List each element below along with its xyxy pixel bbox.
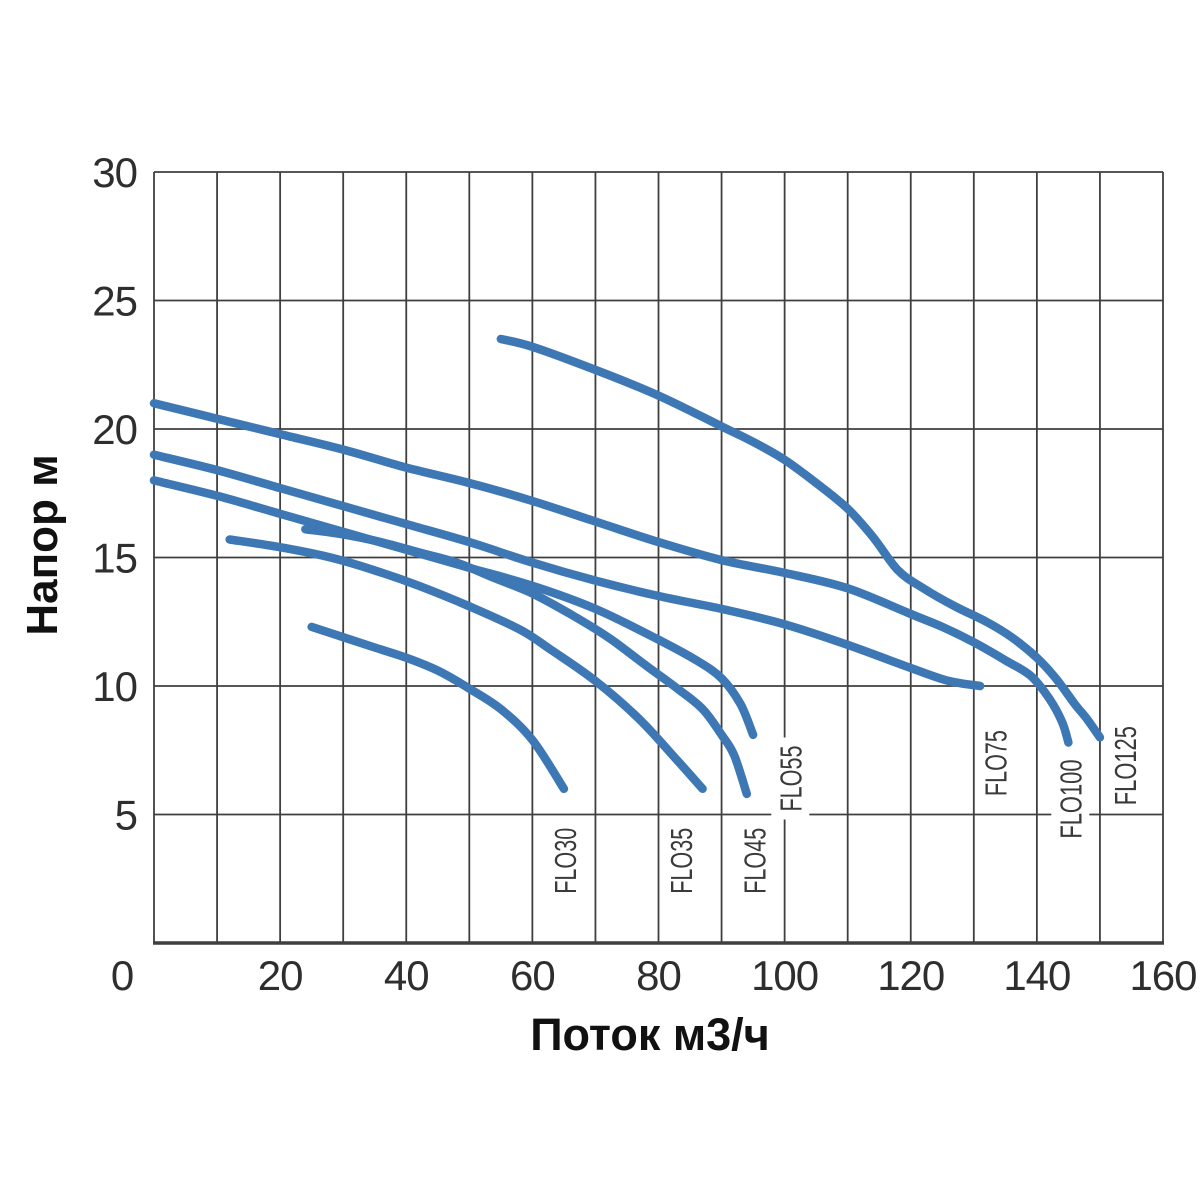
curve-label-flo75: FLO75	[976, 722, 1015, 805]
curve-label-text: FLO45	[737, 828, 772, 894]
curve-label-mask	[735, 819, 774, 902]
x-tick-label-40: 40	[384, 952, 429, 999]
curve-label-flo30: FLO30	[546, 819, 585, 902]
y-tick-label-5: 5	[115, 792, 137, 839]
curve-label-flo100: FLO100	[1051, 751, 1090, 847]
pump-curves	[149, 334, 1105, 799]
x-axis-title: Поток м3/ч	[530, 1009, 770, 1060]
y-tick-label-30: 30	[92, 149, 137, 196]
x-tick-label-0: 0	[111, 952, 133, 999]
curve-label-mask	[1106, 718, 1145, 814]
y-axis-tick-labels: 5 10 15 20 25 30	[92, 149, 138, 839]
curve-label-flo55: FLO55	[771, 737, 810, 820]
y-tick-label-20: 20	[92, 406, 137, 453]
curve-label-mask	[1051, 751, 1090, 847]
x-tick-label-80: 80	[636, 952, 681, 999]
curve-label-flo35: FLO35	[662, 819, 701, 902]
x-tick-label-20: 20	[258, 952, 303, 999]
curve-label-text: FLO125	[1108, 726, 1143, 805]
x-tick-label-120: 120	[877, 952, 944, 999]
curve-flo35	[225, 535, 707, 794]
curve-label-flo45: FLO45	[735, 819, 774, 902]
x-tick-label-100: 100	[751, 952, 818, 999]
curve-flo55	[149, 476, 758, 740]
curve-label-mask	[662, 819, 701, 902]
curve-label-mask	[546, 819, 585, 902]
curve-label-text: FLO75	[978, 730, 1013, 796]
curve-label-mask	[771, 737, 810, 820]
x-axis-tick-labels: 0 20 40 60 80 100 120 140 160	[111, 952, 1198, 999]
y-tick-label-10: 10	[92, 663, 137, 710]
x-tick-label-160: 160	[1129, 952, 1196, 999]
x-tick-label-60: 60	[510, 952, 555, 999]
curve-flo75	[149, 450, 985, 691]
y-axis-title: Напор м	[18, 454, 67, 635]
y-tick-label-25: 25	[92, 278, 137, 325]
x-tick-label-140: 140	[1003, 952, 1070, 999]
curve-label-text: FLO30	[548, 828, 583, 894]
curve-label-flo125: FLO125	[1106, 718, 1145, 814]
curve-label-mask	[976, 722, 1015, 805]
curve-label-text: FLO55	[773, 746, 808, 812]
curve-flo100	[149, 399, 1073, 747]
gridlines	[153, 171, 1164, 945]
curve-flo125	[496, 334, 1105, 742]
curve-flo30	[307, 622, 569, 794]
curve-label-text: FLO100	[1053, 759, 1088, 838]
y-tick-label-15: 15	[92, 535, 137, 582]
curve-label-text: FLO35	[664, 828, 699, 894]
